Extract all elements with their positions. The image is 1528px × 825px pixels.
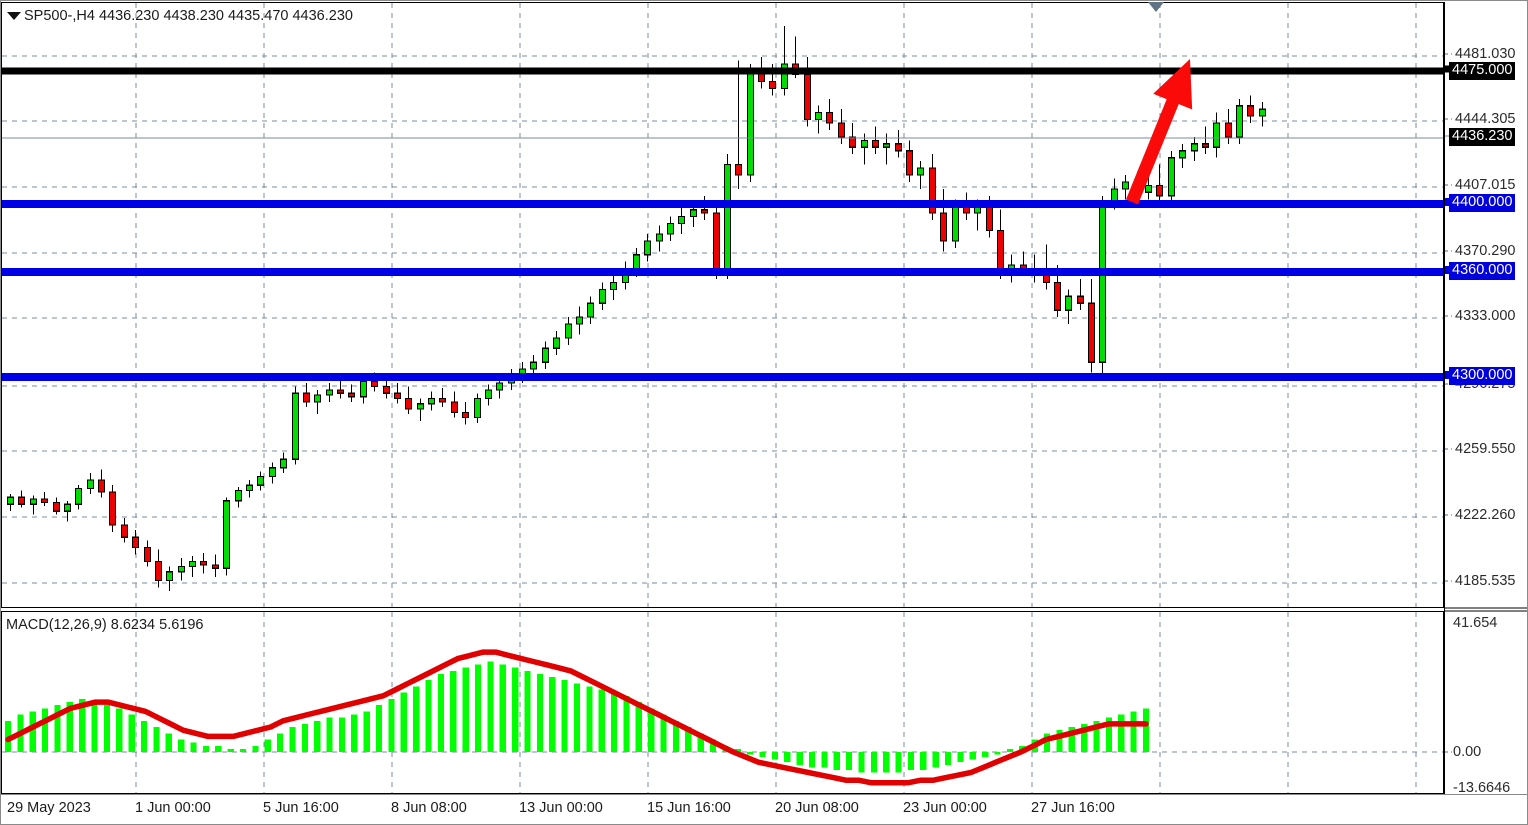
price-axis-tag-blue: 4400.000	[1449, 194, 1516, 212]
time-axis-label: 5 Jun 16:00	[263, 800, 339, 816]
time-axis-label: 1 Jun 00:00	[135, 800, 211, 816]
chart-header-text: SP500-,H4 4436.230 4438.230 4435.470 443…	[24, 8, 353, 24]
macd-axis-label: 0.00	[1453, 744, 1482, 760]
macd-indicator-pane[interactable]	[1, 611, 1444, 794]
time-axis-label: 23 Jun 00:00	[903, 800, 987, 816]
price-axis-tag-blue: 4360.000	[1449, 262, 1516, 280]
time-axis-label: 29 May 2023	[7, 800, 91, 816]
triangle-down-icon[interactable]	[7, 12, 21, 20]
time-scale[interactable]: 29 May 2023 1 Jun 00:00 5 Jun 16:00 8 Jun 0…	[1, 794, 1527, 824]
price-axis-label: 4222.260	[1455, 507, 1516, 523]
price-axis-label: 4444.305	[1455, 111, 1516, 127]
price-axis-tag-black: 4436.230	[1449, 128, 1516, 146]
marker-triangle-down-icon[interactable]	[1148, 2, 1164, 12]
price-axis-label: 4333.000	[1455, 308, 1516, 324]
price-axis-tag-blue: 4300.000	[1449, 367, 1516, 385]
time-axis-label: 15 Jun 16:00	[647, 800, 731, 816]
macd-canvas	[2, 612, 1443, 793]
price-axis-label: 4407.015	[1455, 177, 1516, 193]
macd-signal-line	[5, 649, 1149, 786]
time-axis-label: 13 Jun 00:00	[519, 800, 603, 816]
macd-axis-label: 41.654	[1453, 615, 1498, 631]
time-axis-label: 20 Jun 08:00	[775, 800, 859, 816]
price-chart-pane[interactable]: SP500-,H4 4436.230 4438.230 4435.470 443…	[1, 2, 1444, 608]
macd-indicator-label: MACD(12,26,9) 8.6234 5.6196	[6, 617, 204, 633]
bullish-trend-arrow	[1125, 59, 1193, 205]
macd-histogram	[4, 661, 1150, 773]
macd-axis-label: -13.6646	[1453, 780, 1511, 796]
price-axis-tag-black: 4475.000	[1449, 62, 1516, 80]
time-axis-label: 27 Jun 16:00	[1031, 800, 1115, 816]
price-scale[interactable]: 4481.030 4475.000 4444.305 4436.230 4407.015…	[1444, 2, 1527, 796]
time-axis-label: 8 Jun 08:00	[391, 800, 467, 816]
price-axis-label: 4259.550	[1455, 441, 1516, 457]
price-axis-label: 4185.535	[1455, 573, 1516, 589]
price-axis-label: 4481.030	[1455, 46, 1516, 62]
candle-series	[6, 26, 1267, 591]
price-chart-canvas	[2, 3, 1443, 607]
price-axis-label: 4370.290	[1455, 243, 1516, 259]
